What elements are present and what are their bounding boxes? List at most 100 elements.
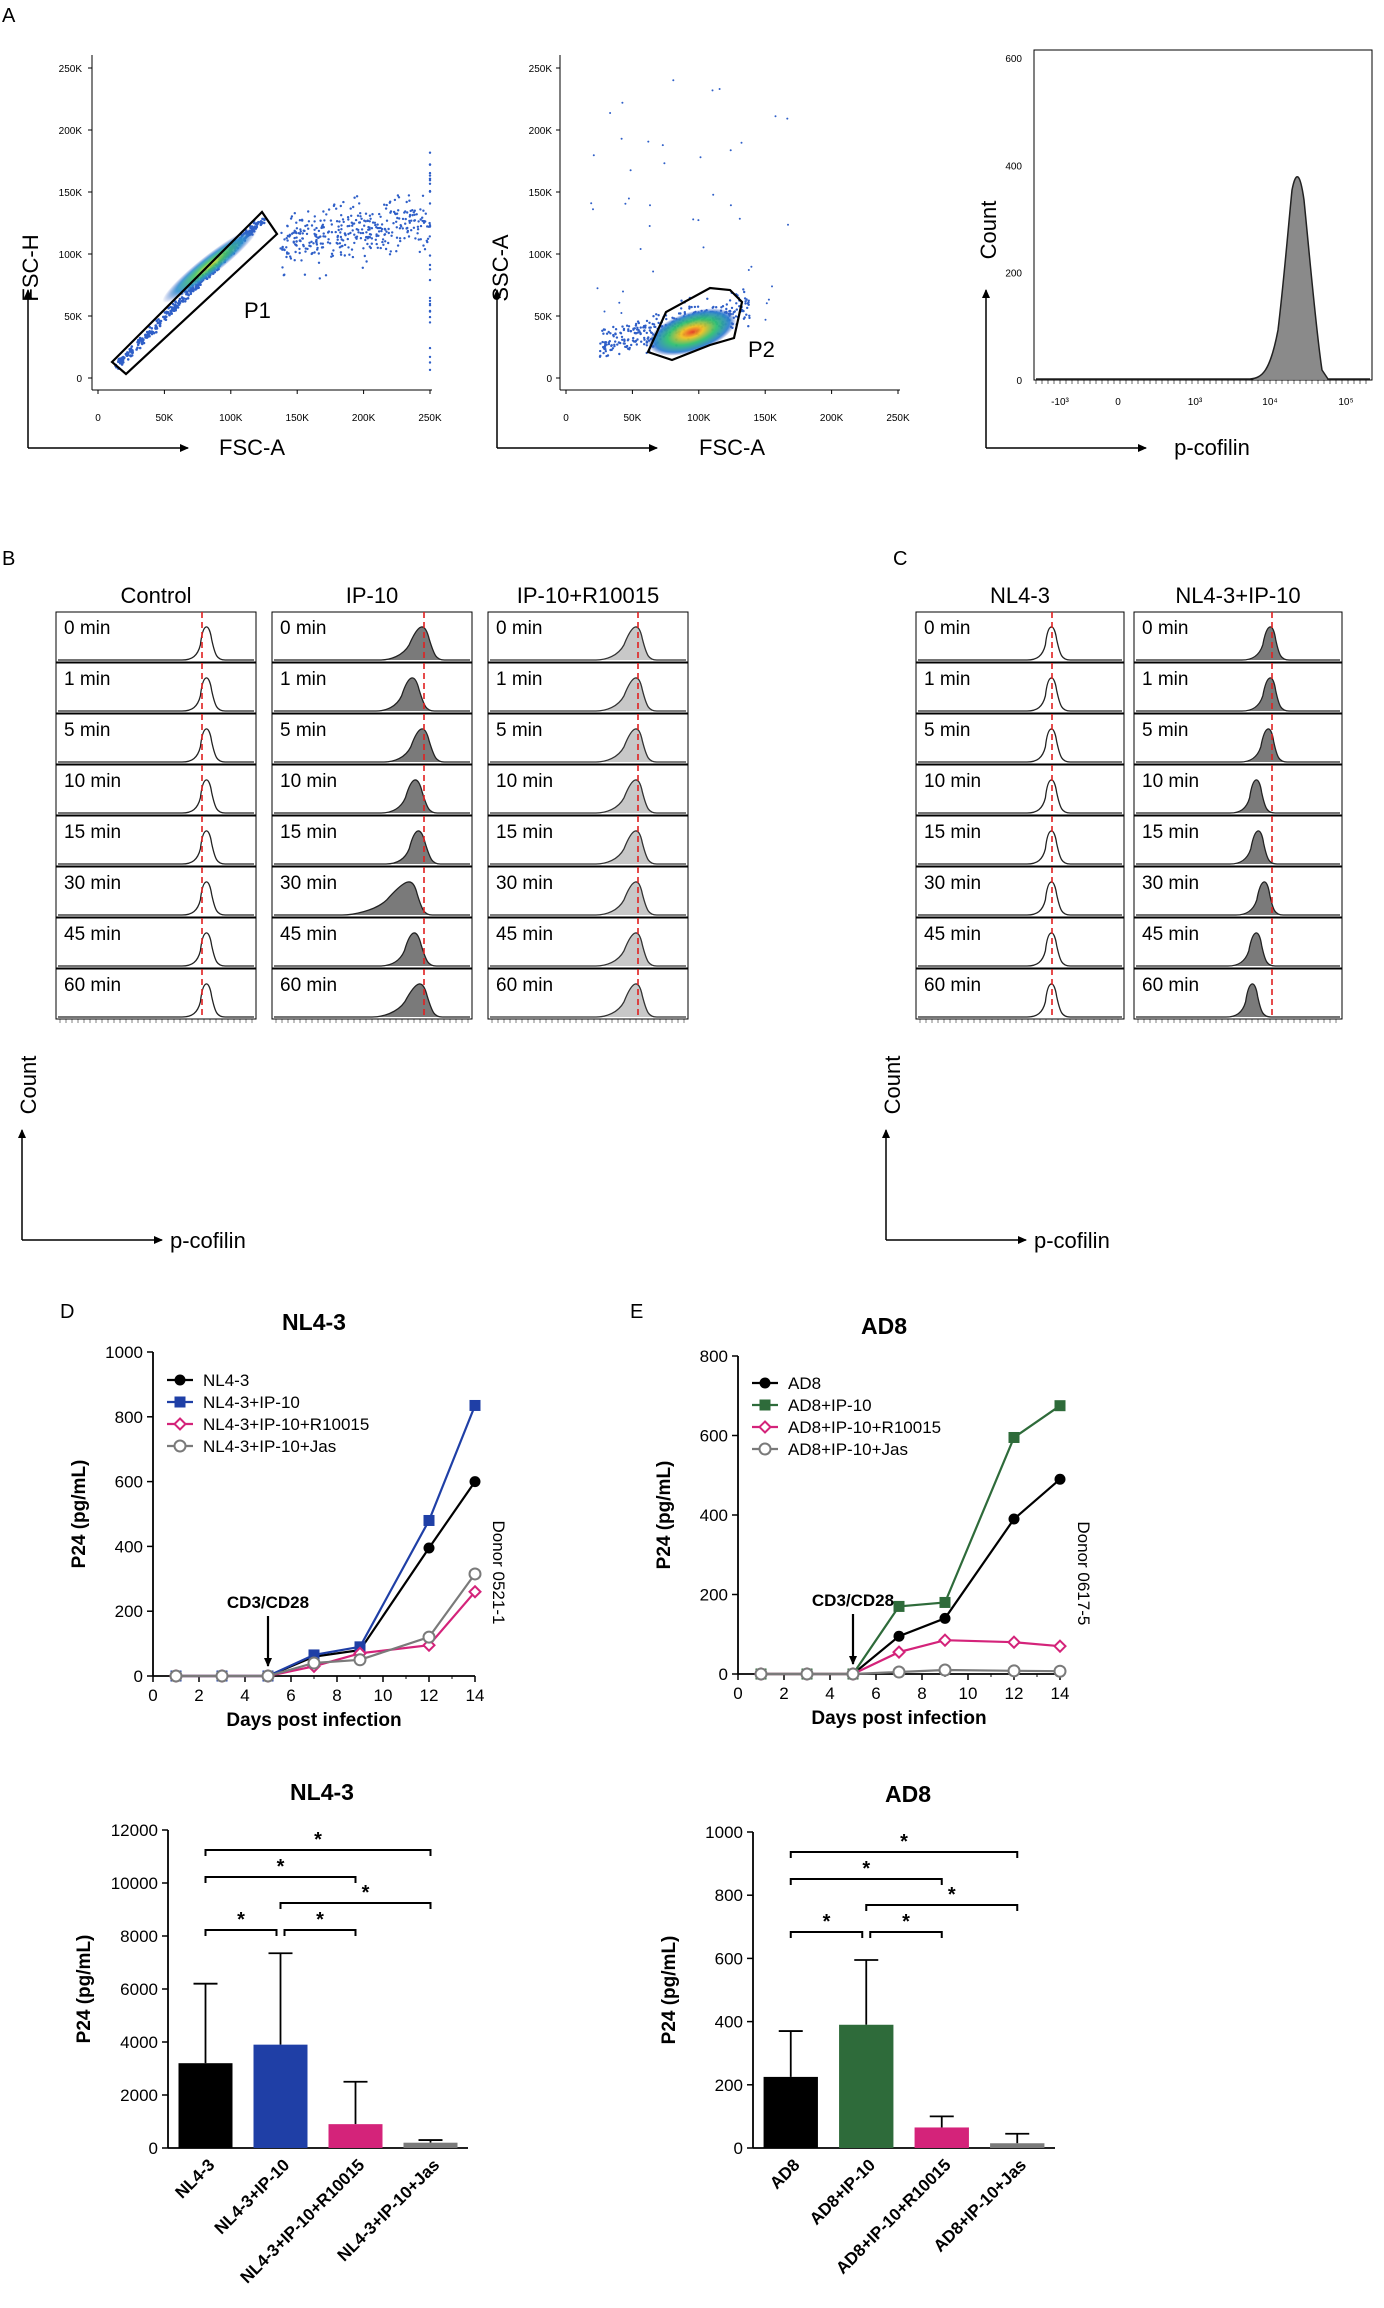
scatter-dot xyxy=(391,231,394,234)
scatter-dot xyxy=(323,219,326,222)
scatter-dot xyxy=(346,237,349,241)
scatter-dot xyxy=(652,323,656,326)
scatter-dot xyxy=(370,242,373,245)
scatter-dot xyxy=(428,302,432,306)
scatter-dot xyxy=(389,250,392,253)
category-label: AD8+IP-10 xyxy=(806,2155,879,2228)
scatter-dot xyxy=(590,202,593,205)
scatter-dot xyxy=(126,358,130,361)
scatter-dot xyxy=(150,327,154,330)
timepoint-label: 45 min xyxy=(280,924,337,945)
histogram-curve xyxy=(490,830,686,865)
significance-bracket xyxy=(204,1849,432,1856)
histogram-frame xyxy=(487,917,689,969)
scatter-dot xyxy=(164,318,168,322)
scatter-dot xyxy=(306,224,309,227)
panel-c: NL4-3 0 min 1 min 5 min 10 min 15 min 30 min 45… xyxy=(880,583,1343,1253)
timepoint-label: 10 min xyxy=(1142,771,1199,792)
scatter-dot xyxy=(746,302,749,305)
scatter-dot xyxy=(408,199,411,202)
scatter-dot xyxy=(404,222,407,225)
y-tick-label: 600 xyxy=(715,1949,743,1968)
scatter-dot xyxy=(301,237,304,240)
scatter-dot xyxy=(138,336,142,340)
scatter-dot xyxy=(308,241,311,244)
data-point xyxy=(423,1514,435,1526)
scatter-dot xyxy=(428,224,432,227)
significance-bracket xyxy=(204,1929,278,1936)
legend-label: AD8 xyxy=(788,1374,821,1393)
legend-label: AD8+IP-10 xyxy=(788,1396,872,1415)
histogram-frame xyxy=(55,917,257,969)
data-point xyxy=(173,1439,187,1453)
timepoint-label: 30 min xyxy=(280,873,337,894)
scatter-dot xyxy=(320,246,324,249)
scatter-dot xyxy=(392,222,395,225)
timepoint-label: 5 min xyxy=(64,720,110,741)
chart-title: NL4-3 xyxy=(282,1309,346,1335)
scatter-dot xyxy=(745,313,748,316)
scatter-dot xyxy=(337,225,340,228)
x-tick-label: 0 xyxy=(148,1686,157,1705)
histogram-frame xyxy=(1133,713,1343,765)
scatter-dot xyxy=(428,235,431,238)
scatter-dot xyxy=(141,338,144,342)
annotation-label: CD3/CD28 xyxy=(227,1593,309,1612)
scatter-dot xyxy=(422,209,425,212)
x-tick-label: 4 xyxy=(240,1686,249,1705)
scatter-dot xyxy=(338,242,342,245)
scatter-dot xyxy=(401,217,405,221)
scatter-dot xyxy=(767,298,770,301)
scatter-dot xyxy=(645,341,648,344)
histogram-frame xyxy=(55,815,257,867)
histogram-cell: 60 min xyxy=(55,968,257,1020)
scatter-dot xyxy=(603,328,606,331)
y-tick-label: 0 xyxy=(149,2139,158,2158)
scatter-dot xyxy=(428,321,432,324)
scatter-dot xyxy=(358,221,361,224)
scatter-dot xyxy=(393,198,397,202)
series-line xyxy=(176,1573,476,1678)
x-tick-label: 50K xyxy=(624,413,642,424)
scatter-dot xyxy=(406,231,409,234)
scatter-dot xyxy=(343,243,347,247)
histogram-curve xyxy=(490,983,686,1018)
scatter-dot xyxy=(428,151,432,154)
histogram-p-cofilin: 600 400 200 0 -10³ 0 10³ 10⁴ 10⁵ Count p-cofilin xyxy=(976,49,1373,460)
y-axis-label: P24 (pg/mL) xyxy=(659,1936,680,2045)
scatter-dot xyxy=(379,215,382,218)
scatter-dot xyxy=(299,228,302,231)
scatter-dot xyxy=(730,306,734,310)
scatter-dot xyxy=(157,318,160,321)
y-axis-label: P24 (pg/mL) xyxy=(74,1935,95,2044)
y-tick-label: 200 xyxy=(715,2076,743,2095)
timepoint-label: 10 min xyxy=(924,771,981,792)
panel-b: Control 0 min 1 min 5 min 10 min 15 min 30 min… xyxy=(16,583,689,1253)
scatter-dot xyxy=(408,221,411,224)
timepoint-label: 30 min xyxy=(924,873,981,894)
scatter-dot xyxy=(173,309,176,312)
data-point xyxy=(939,1596,951,1608)
significance-star: * xyxy=(948,1884,956,1906)
histogram-cell: 60 min xyxy=(915,968,1125,1020)
scatter-dot xyxy=(417,238,420,241)
x-tick-label: 6 xyxy=(286,1686,295,1705)
significance-star: * xyxy=(862,1858,870,1880)
scatter-dot xyxy=(428,190,432,193)
scatter-dot xyxy=(330,223,333,226)
scatter-dot xyxy=(319,242,323,245)
histogram-curve xyxy=(918,677,1122,712)
scatter-dot xyxy=(622,290,624,293)
scatter-dot xyxy=(601,329,604,332)
scatter-dot xyxy=(163,315,167,319)
histogram-curve xyxy=(490,677,686,712)
panel-letter-e: E xyxy=(630,1301,643,1323)
scatter-dot xyxy=(425,239,428,242)
histogram-curve xyxy=(58,932,254,967)
histogram-curve xyxy=(490,932,686,967)
scatter-dot xyxy=(350,248,354,251)
x-tick-label: 14 xyxy=(1051,1684,1070,1703)
scatter-dot xyxy=(418,250,421,254)
scatter-dot xyxy=(644,326,647,329)
